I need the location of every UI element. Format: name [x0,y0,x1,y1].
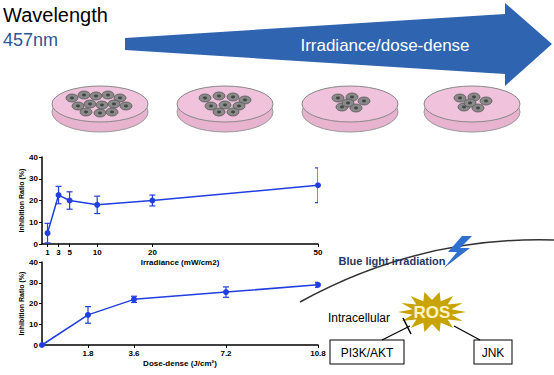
svg-text:10: 10 [29,218,38,227]
svg-text:20: 20 [29,299,38,308]
svg-text:Intracellular: Intracellular [328,311,390,325]
svg-text:PI3K/AKT: PI3K/AKT [341,346,394,360]
svg-text:457nm: 457nm [3,30,58,50]
svg-text:1: 1 [45,248,50,257]
svg-text:50: 50 [314,248,323,257]
svg-text:Blue light irradiation: Blue light irradiation [339,255,446,267]
svg-text:10.8: 10.8 [310,349,326,358]
svg-text:40: 40 [29,258,38,267]
svg-text:JNK: JNK [482,346,505,360]
svg-text:3.6: 3.6 [128,349,140,358]
svg-text:Dose-dense (J/cm²): Dose-dense (J/cm²) [143,359,217,368]
svg-text:Inhibition Ratio (%): Inhibition Ratio (%) [18,169,26,233]
svg-text:Irradiance/dose-dense: Irradiance/dose-dense [300,36,469,55]
svg-text:10: 10 [29,320,38,329]
svg-text:10: 10 [93,248,102,257]
svg-text:20: 20 [148,248,157,257]
svg-text:Irradiance (mW/cm2): Irradiance (mW/cm2) [141,258,220,267]
svg-text:40: 40 [29,153,38,162]
svg-text:Inhibition Ratio (%): Inhibition Ratio (%) [18,272,26,336]
svg-text:0: 0 [34,240,39,249]
svg-text:20: 20 [29,196,38,205]
svg-text:30: 30 [29,174,38,183]
svg-text:0: 0 [34,341,39,350]
svg-text:7.2: 7.2 [220,349,232,358]
svg-text:1.8: 1.8 [82,349,94,358]
svg-text:30: 30 [29,278,38,287]
svg-text:ROS: ROS [414,303,451,322]
svg-text:Wavelength: Wavelength [3,4,108,26]
svg-text:3: 3 [56,248,61,257]
svg-text:5: 5 [67,248,72,257]
